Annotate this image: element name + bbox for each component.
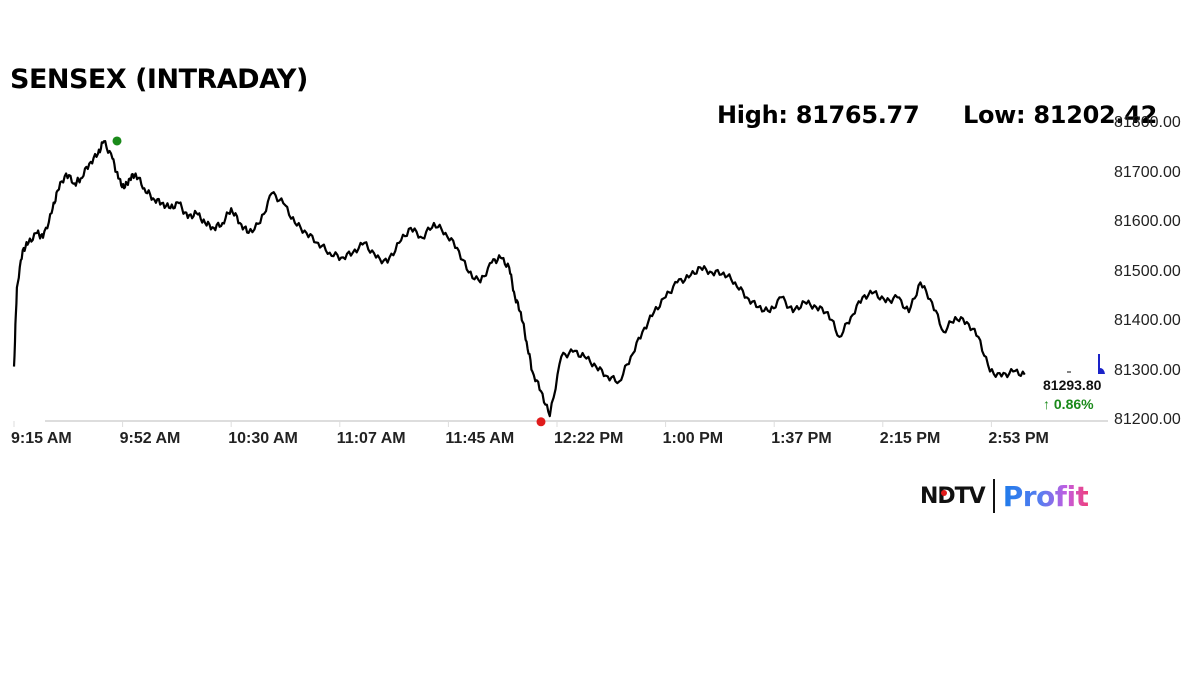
x-axis-label: 9:52 AM (119, 430, 181, 447)
current-price-marker-icon (1098, 354, 1105, 374)
y-axis-label: 81700.00 (1114, 163, 1181, 181)
y-axis-label: 81300.00 (1114, 361, 1181, 379)
last-price-change: ↑ 0.86% (1043, 396, 1094, 412)
x-axis-label: 2:15 PM (879, 430, 941, 447)
x-axis-label: 2:53 PM (988, 430, 1049, 447)
y-axis-label: 81500.00 (1114, 262, 1181, 280)
x-axis-label: 11:07 AM (336, 430, 406, 447)
x-axis-ticks (13, 421, 992, 427)
x-axis-label: 1:00 PM (662, 430, 724, 447)
x-axis-label: 11:45 AM (445, 430, 515, 447)
y-axis-label: 81800.00 (1114, 114, 1181, 131)
last-price-value: 81293.80 (1043, 377, 1102, 393)
chart-title: SENSEX (INTRADAY) (10, 64, 308, 95)
y-axis-label: 81200.00 (1114, 411, 1181, 428)
sensex-price-line (12, 140, 1026, 418)
x-axis-label: 9:15 AM (11, 430, 72, 447)
high-point-marker (112, 136, 122, 146)
day-low-label: Low: 81202.42 (963, 101, 1158, 129)
x-axis-label: 12:22 PM (554, 430, 624, 447)
ndtv-profit-logo: NDTV Profit (920, 478, 1089, 514)
low-point-marker (536, 417, 546, 427)
x-axis-label: 1:37 PM (771, 430, 832, 447)
logo-product: Profit (1002, 479, 1089, 513)
day-high-label: High: 81765.77 (717, 101, 920, 129)
logo-divider (992, 479, 995, 513)
logo-red-dot-icon (941, 490, 947, 496)
logo-brand: NDTV (920, 483, 986, 509)
y-axis-label: 81400.00 (1114, 312, 1181, 329)
y-axis-label: 81600.00 (1114, 213, 1181, 230)
x-axis-label: 10:30 AM (228, 430, 298, 447)
